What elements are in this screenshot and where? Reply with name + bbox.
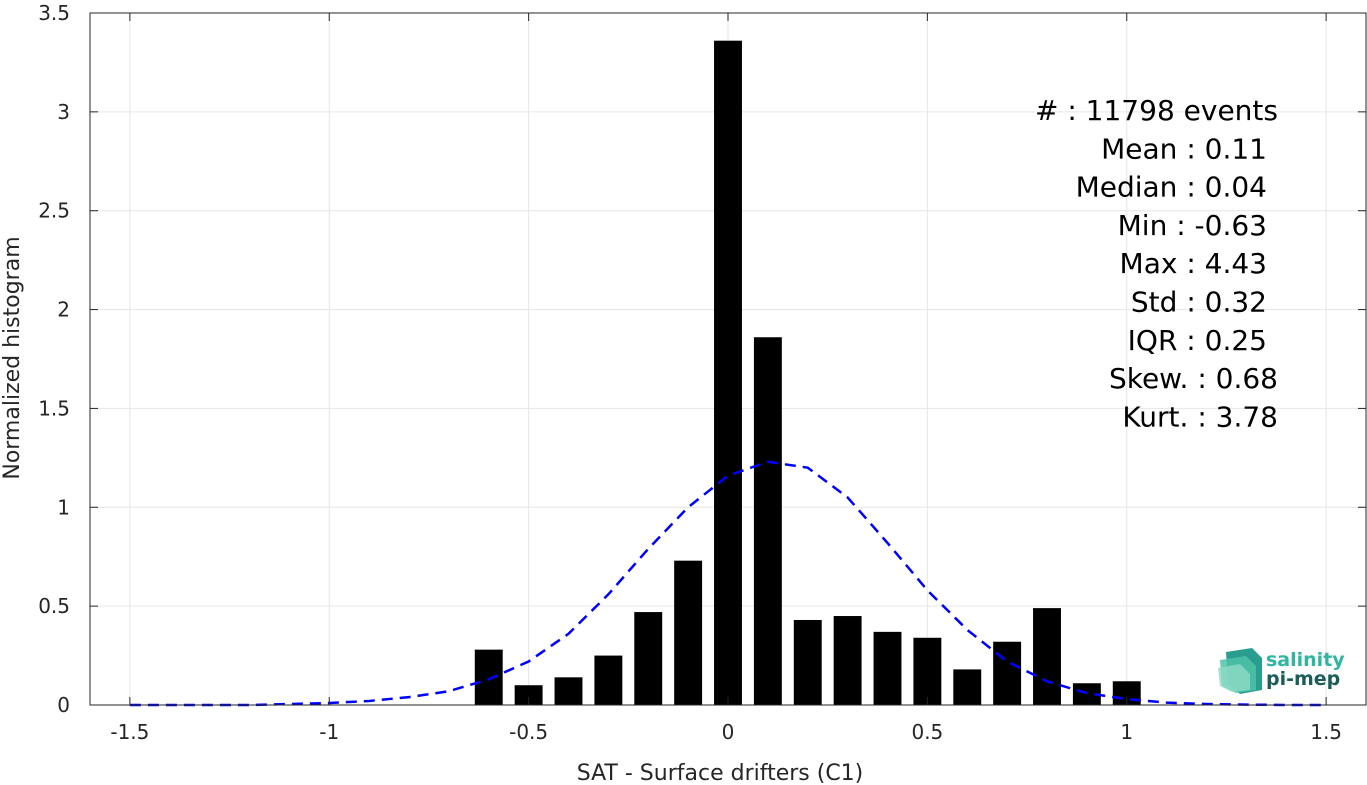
y-tick-label: 2.5 [38, 199, 70, 223]
y-tick-label: 3.5 [38, 1, 70, 25]
x-tick-label: 1.5 [1310, 720, 1342, 744]
stats-line: Min : -0.63 [1118, 209, 1267, 242]
histogram-bar [1033, 608, 1061, 705]
histogram-bar [993, 641, 1022, 705]
stats-line: Median : 0.04 [1076, 171, 1267, 204]
x-tick-label: -1 [319, 720, 339, 744]
axes-frame [89, 12, 1367, 706]
y-tick-label: 0 [57, 693, 70, 717]
y-tick-label: 1 [57, 495, 70, 519]
histogram-bars [474, 40, 1141, 706]
y-tick-label: 0.5 [38, 594, 70, 618]
tick-labels: -1.5 -1 -0.5 0 0.5 1 1.5 0 0.5 1 1.5 2 2.5 3 3.5 [38, 1, 1342, 744]
x-tick-label: -0.5 [509, 720, 548, 744]
x-tick-label: -1.5 [110, 720, 149, 744]
stats-annotation: # : 11798 events Mean : 0.11 Median : 0.04… [1035, 94, 1278, 433]
y-tick-label: 2 [57, 298, 70, 322]
logo-text-pi-mep: pi-mep [1266, 668, 1340, 690]
stats-line: IQR : 0.25 [1128, 324, 1267, 357]
histogram-bar [833, 616, 862, 705]
salinity-pi-mep-logo: salinity pi-mep [1218, 648, 1345, 694]
histogram-bar [913, 637, 942, 705]
histogram-bar [674, 560, 703, 705]
stats-line: Mean : 0.11 [1101, 132, 1267, 165]
histogram-bar [714, 40, 742, 706]
histogram-bar [873, 631, 902, 705]
histogram-bar [594, 655, 623, 705]
stats-line: Kurt. : 3.78 [1122, 400, 1278, 433]
histogram-bar [953, 669, 982, 705]
stats-line: Skew. : 0.68 [1109, 362, 1278, 395]
y-tick-label: 3 [57, 100, 70, 124]
stats-line: Std : 0.32 [1131, 286, 1267, 319]
x-tick-label: 1 [1120, 720, 1133, 744]
histogram-bar [554, 677, 583, 705]
logo-mark [1218, 648, 1262, 694]
x-axis-title: SAT - Surface drifters (C1) [577, 761, 864, 785]
histogram-bar [753, 337, 782, 705]
stats-line: # : 11798 events [1035, 94, 1278, 127]
histogram-bar [793, 619, 822, 705]
histogram-bar [474, 649, 503, 705]
histogram-bar [514, 685, 543, 705]
y-axis-title: Normalized histogram [0, 236, 25, 479]
histogram-bar [634, 612, 663, 705]
x-tick-label: 0.5 [911, 720, 943, 744]
logo-text-salinity: salinity [1266, 649, 1345, 671]
y-tick-label: 1.5 [38, 396, 70, 420]
stats-line: Max : 4.43 [1120, 247, 1267, 280]
x-tick-label: 0 [722, 720, 735, 744]
